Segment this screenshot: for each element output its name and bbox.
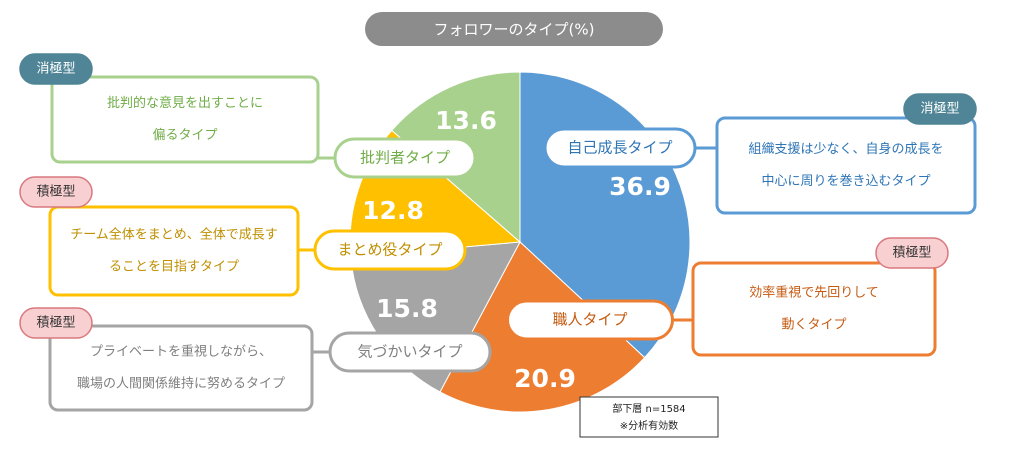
data-label: 12.8 bbox=[362, 196, 424, 225]
legend-label: 職人タイプ bbox=[552, 311, 627, 329]
description-box bbox=[48, 205, 300, 297]
description-box bbox=[691, 261, 937, 357]
tag-label: 消極型 bbox=[920, 101, 959, 117]
note-box bbox=[579, 396, 719, 438]
data-label: 15.8 bbox=[376, 294, 438, 323]
description: 効率重視で先回りして bbox=[749, 285, 879, 301]
description: 批判的な意見を出すことに bbox=[107, 95, 263, 111]
type-pill bbox=[313, 229, 467, 271]
legend-label: 気づかいタイプ bbox=[357, 343, 462, 361]
legend-label: まとめ役タイプ bbox=[337, 241, 442, 259]
tag bbox=[903, 93, 977, 125]
description: プライベートを重視しながら、 bbox=[90, 344, 272, 360]
description: ることを目指すタイプ bbox=[109, 260, 239, 275]
type-pill bbox=[333, 137, 477, 179]
type-pill bbox=[328, 331, 492, 373]
type-pill bbox=[543, 127, 697, 169]
tag bbox=[19, 176, 93, 208]
note: ※分析有効数 bbox=[620, 419, 678, 432]
title-pill bbox=[365, 12, 663, 46]
chart-title: フォロワーのタイプ(%) bbox=[434, 21, 595, 39]
data-label: 36.9 bbox=[609, 172, 671, 201]
description-box bbox=[50, 75, 320, 164]
tag bbox=[875, 237, 949, 269]
description: 職場の人間関係維持に努めるタイプ bbox=[77, 377, 285, 392]
note: 部下層 n=1584 bbox=[612, 402, 685, 415]
description-box bbox=[48, 324, 314, 412]
tag-label: 消極型 bbox=[36, 61, 75, 77]
description: 動くタイプ bbox=[781, 318, 846, 333]
tag-label: 積極型 bbox=[892, 245, 931, 261]
legend-label: 批判者タイプ bbox=[360, 149, 450, 167]
description-box bbox=[715, 116, 977, 215]
data-label: 13.6 bbox=[435, 106, 497, 135]
data-label: 20.9 bbox=[514, 364, 576, 393]
description: 中心に周りを巻き込むタイプ bbox=[761, 174, 930, 189]
description: チーム全体をまとめ、全体で成長す bbox=[70, 227, 278, 243]
tag bbox=[19, 53, 93, 85]
tag-label: 積極型 bbox=[36, 184, 75, 200]
description: 組織支援は少なく、自身の成長を bbox=[748, 141, 943, 157]
tag-label: 積極型 bbox=[36, 315, 75, 331]
description: 偏るタイプ bbox=[152, 128, 217, 143]
legend-label: 自己成長タイプ bbox=[567, 139, 672, 157]
tag bbox=[19, 307, 93, 339]
type-pill bbox=[506, 299, 674, 341]
